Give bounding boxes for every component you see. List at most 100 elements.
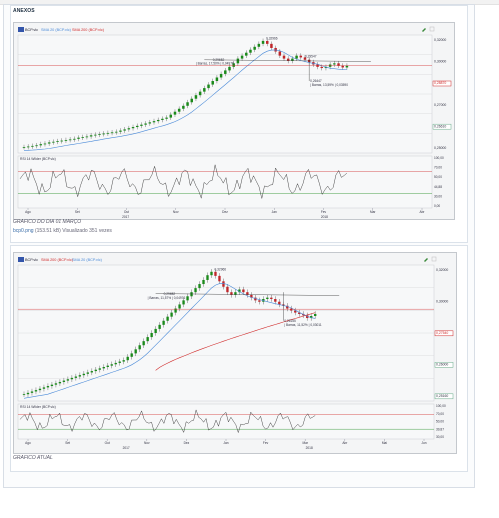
candle-body [22, 394, 26, 395]
pencil-icon [424, 258, 428, 262]
x-axis-year: 2018 [306, 446, 313, 450]
candle-body [122, 360, 125, 362]
candle-body [320, 66, 323, 69]
candle-body [314, 313, 317, 316]
rsi-axis-label: 70,00 [436, 412, 444, 416]
ma2-label: SMA 20 (BCP.vlc) [72, 258, 103, 262]
annotation-mid1: 0,29652 [164, 292, 176, 296]
candle-body [152, 121, 156, 123]
candle-body [182, 300, 185, 305]
candle-body [102, 367, 105, 369]
candle-body [106, 132, 110, 134]
sma20-line [23, 49, 347, 151]
candle-body [194, 288, 197, 293]
chart-image-1[interactable]: BCP.vlc SMA 20 (BCP.vlc) SMA 200 (BCP.vlc)… [13, 22, 455, 220]
candle-body [261, 40, 265, 44]
price-axis-label: 0,25160 [436, 394, 448, 398]
candle-body [98, 134, 101, 135]
candle-body [38, 388, 42, 391]
candle-body [190, 98, 193, 103]
chart-2-svg: BCP.vlc SMA 200 (BCP.vlc)SMA 20 (BCP.vlc)… [14, 253, 456, 453]
rsi-axis-label: 100,00 [436, 404, 446, 408]
candle-body [39, 144, 43, 146]
post-panel: ANEXOS BCP.vlc SMA 20 (BCP.vlc) SMA 200 (B… [3, 4, 475, 488]
candle-body [303, 57, 307, 60]
ma1-label: SMA 20 (BCP.vlc) [41, 28, 72, 32]
candle-body [270, 43, 273, 48]
candle-body [206, 275, 209, 280]
candle-body [118, 361, 121, 363]
candle-body [266, 297, 269, 299]
x-axis-label: Fev [321, 210, 327, 214]
trendline [155, 293, 340, 296]
candle-body [218, 275, 221, 282]
candle-body [215, 77, 219, 82]
x-axis-year: 2017 [123, 446, 130, 450]
candle-body [190, 292, 193, 297]
x-axis-label: Set [65, 441, 70, 445]
candle-body [162, 320, 165, 325]
candle-body [310, 316, 313, 319]
candle-body [156, 119, 160, 122]
candle-body [258, 300, 261, 302]
candle-body [337, 63, 340, 66]
sma200-line [155, 312, 316, 371]
candle-body [270, 297, 273, 299]
candle-body [126, 356, 129, 361]
candle-body [214, 271, 217, 276]
annotation-mid1b: | Barras, 17,50% | 0,04976 [196, 62, 234, 66]
candle-body [50, 384, 54, 387]
candle-body [98, 368, 101, 370]
candle-body [257, 43, 261, 47]
chart-image-2[interactable]: BCP.vlc SMA 200 (BCP.vlc) SMA 20 (BCP.vlc)… [13, 252, 457, 454]
x-axis-year: 2017 [122, 215, 129, 219]
candle-body [115, 131, 118, 133]
candle-body [294, 310, 297, 313]
candle-body [74, 376, 78, 378]
x-axis-label: Jan [272, 210, 277, 214]
candle-body [207, 84, 210, 89]
attachment-1-filename-link[interactable]: bcp0.png [13, 228, 34, 234]
candle-body [211, 81, 214, 85]
x-axis-label: Ago [25, 441, 31, 445]
x-axis-label: Abr [420, 210, 426, 214]
annotation-high: 0,32966 [266, 37, 278, 41]
candle-body [238, 289, 241, 293]
candle-body [130, 353, 133, 357]
candle-body [58, 381, 62, 384]
candle-body [278, 301, 281, 305]
x-axis-label: Out [105, 441, 110, 445]
x-axis-label: Ago [25, 210, 31, 214]
candle-body [31, 145, 34, 147]
x-axis-label: Jun [421, 441, 426, 445]
chart-1-svg: BCP.vlc SMA 20 (BCP.vlc) SMA 200 (BCP.vlc)… [14, 23, 454, 219]
candle-body [146, 337, 149, 342]
candle-body [222, 281, 225, 287]
symbol-icon [18, 257, 24, 262]
maximize-icon [429, 26, 435, 32]
candle-body [30, 391, 34, 393]
candle-body [226, 286, 229, 293]
rsi-title: RSI 14 Wilder (BCP.vlc) [20, 157, 56, 161]
price-axis-label: 0,28870 [434, 81, 446, 85]
rsi-axis-label: 50,00 [436, 420, 444, 424]
attachment-1-info: bcp0.png (153.51 kB) Visualizado 351 vez… [13, 228, 112, 234]
price-axis-label: 0,27000 [434, 103, 446, 107]
rsi-axis-label: 39,87 [436, 427, 444, 431]
candle-body [333, 63, 336, 65]
rsi-pane [17, 403, 435, 440]
rsi-axis-label: 70,00 [434, 166, 442, 170]
candle-body [265, 40, 269, 44]
candle-body [102, 133, 105, 135]
candle-body [230, 292, 233, 295]
price-tag-box [432, 80, 452, 87]
candle-body [26, 392, 30, 395]
candle-body [110, 364, 113, 366]
candle-body [81, 137, 84, 138]
price-axis-label: 0,26610 [434, 124, 446, 128]
price-axis-label: 0,32000 [436, 268, 448, 272]
price-axis-label: 0,26000 [436, 363, 448, 367]
candle-body [35, 145, 38, 147]
candle-body [232, 63, 235, 67]
candle-body [278, 51, 282, 56]
